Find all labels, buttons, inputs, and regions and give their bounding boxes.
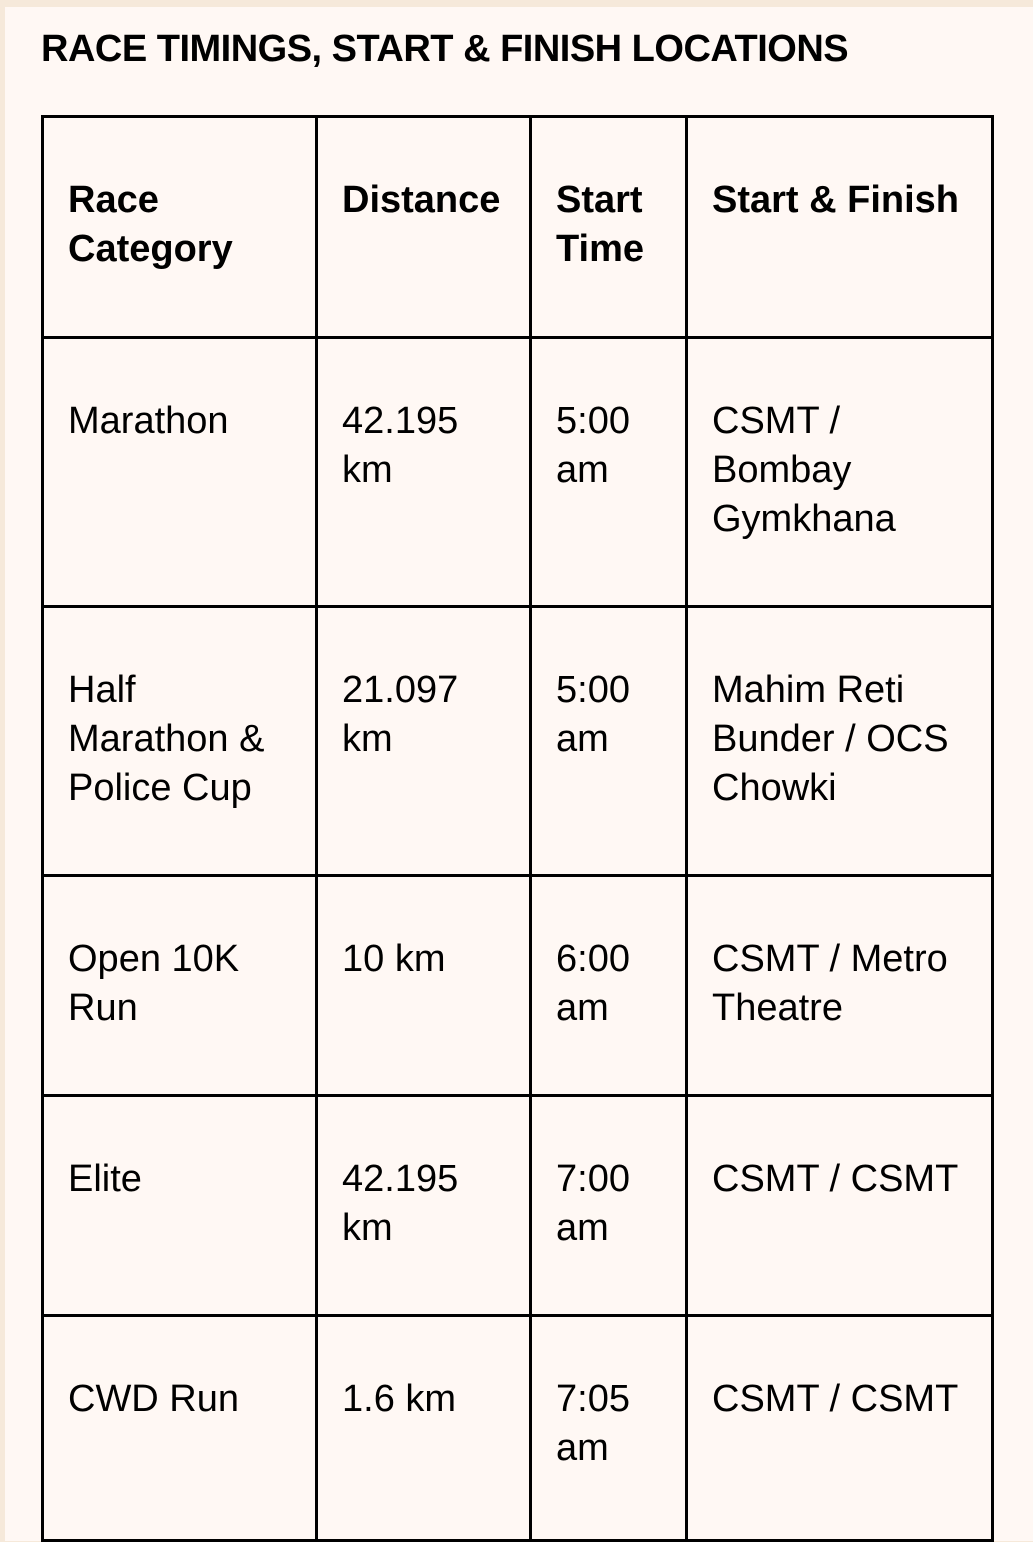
start-finish: CSMT / Bombay Gymkhana bbox=[685, 336, 994, 608]
start-time: 6:00 am bbox=[529, 874, 688, 1097]
distance: 42.195 km bbox=[315, 1094, 532, 1317]
table-row: Elite 42.195 km 7:00 am CSMT / CSMT bbox=[41, 1094, 994, 1317]
race-category: Marathon bbox=[41, 336, 318, 608]
start-finish: CSMT / CSMT bbox=[685, 1314, 994, 1542]
table-row: Half Marathon & Police Cup 21.097 km 5:0… bbox=[41, 605, 994, 877]
table-row: Open 10K Run 10 km 6:00 am CSMT / Metro … bbox=[41, 874, 994, 1097]
start-time: 7:05 am bbox=[529, 1314, 688, 1542]
race-category: Open 10K Run bbox=[41, 874, 318, 1097]
table-row: CWD Run 1.6 km 7:05 am CSMT / CSMT bbox=[41, 1314, 994, 1542]
page-title: RACE TIMINGS, START & FINISH LOCATIONS bbox=[41, 28, 849, 70]
table-row: Marathon 42.195 km 5:00 am CSMT / Bombay… bbox=[41, 336, 994, 608]
distance: 1.6 km bbox=[315, 1314, 532, 1542]
header-start-finish: Start & Finish bbox=[685, 115, 994, 339]
header-start-time: Start Time bbox=[529, 115, 688, 339]
header-race-category: Race Category bbox=[41, 115, 318, 339]
race-category: Elite bbox=[41, 1094, 318, 1317]
header-distance: Distance bbox=[315, 115, 532, 339]
start-finish: Mahim Reti Bunder / OCS Chowki bbox=[685, 605, 994, 877]
race-category: Half Marathon & Police Cup bbox=[41, 605, 318, 877]
race-category: CWD Run bbox=[41, 1314, 318, 1542]
table-header-row: Race Category Distance Start Time Start … bbox=[41, 115, 994, 339]
start-time: 7:00 am bbox=[529, 1094, 688, 1317]
content-panel: RACE TIMINGS, START & FINISH LOCATIONS R… bbox=[5, 7, 1033, 1542]
race-timings-table: Race Category Distance Start Time Start … bbox=[41, 115, 994, 1542]
distance: 21.097 km bbox=[315, 605, 532, 877]
start-time: 5:00 am bbox=[529, 336, 688, 608]
start-finish: CSMT / Metro Theatre bbox=[685, 874, 994, 1097]
distance: 10 km bbox=[315, 874, 532, 1097]
start-time: 5:00 am bbox=[529, 605, 688, 877]
start-finish: CSMT / CSMT bbox=[685, 1094, 994, 1317]
distance: 42.195 km bbox=[315, 336, 532, 608]
